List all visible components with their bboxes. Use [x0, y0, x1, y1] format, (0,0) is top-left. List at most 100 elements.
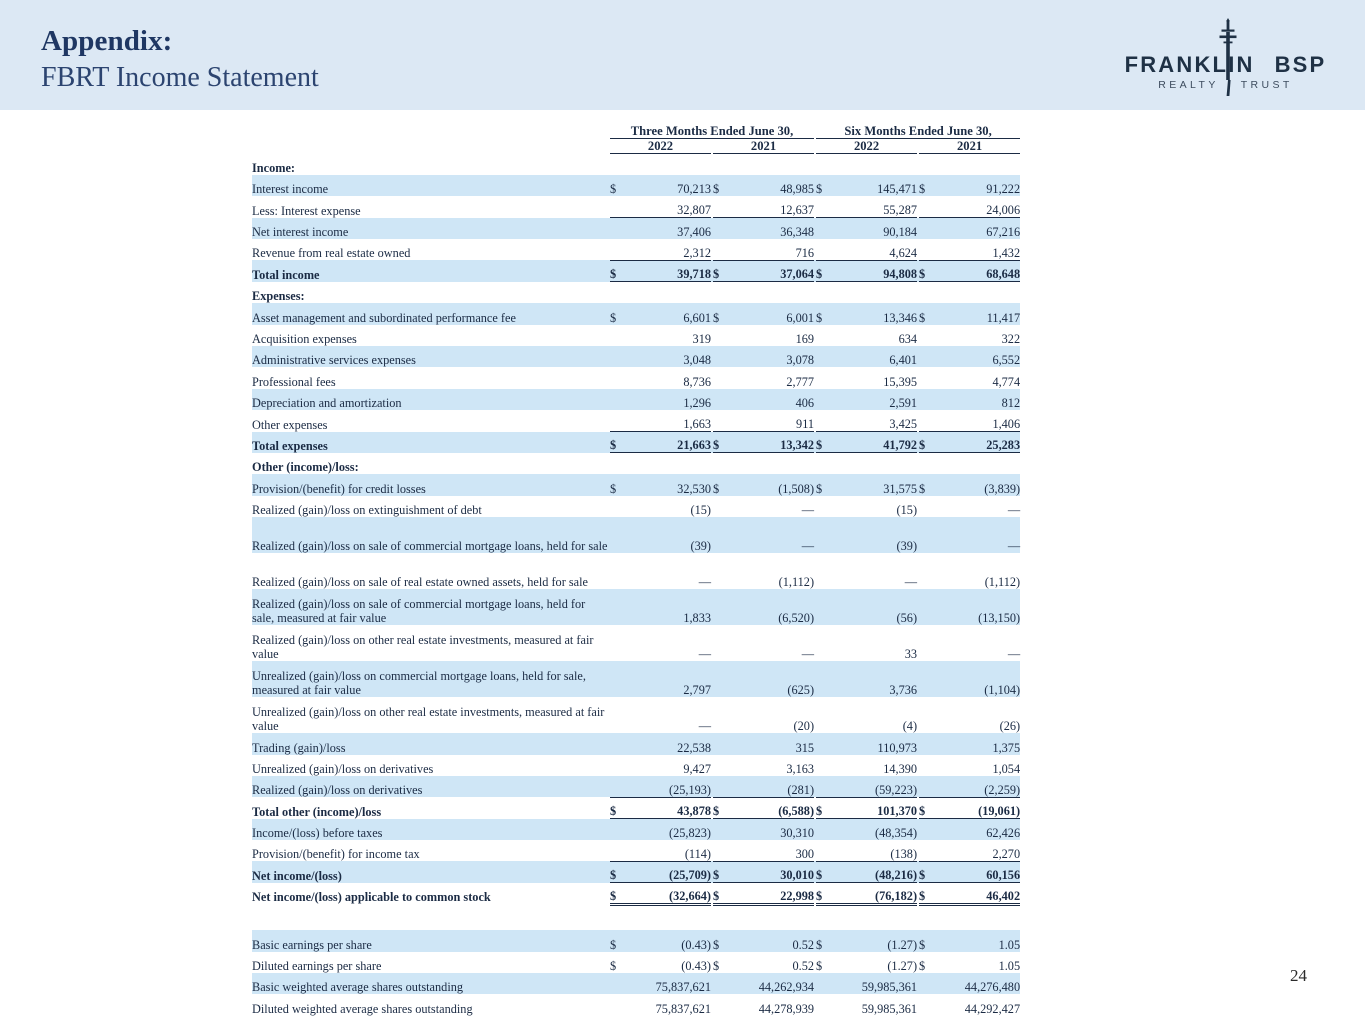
- row-currency-symbol-0: [610, 755, 626, 776]
- row-value-3: 44,276,480: [935, 973, 1021, 995]
- row-currency-symbol-2: [816, 994, 832, 1015]
- row-gap-2: [917, 589, 920, 626]
- row-gap-2: [917, 431, 920, 453]
- section-heading-pad-10: [919, 453, 935, 474]
- logo-wordmark-right: BSP: [1274, 52, 1327, 77]
- row-value-2: 3,425: [832, 410, 918, 433]
- row-currency-symbol-0: $: [610, 796, 626, 820]
- row-gap-1: [814, 775, 817, 798]
- table-row: Unrealized (gain)/loss on derivatives 9,4…: [252, 755, 1020, 776]
- row-label: Interest income: [252, 174, 610, 197]
- row-label: Total income: [252, 260, 610, 282]
- table-row: Unrealized (gain)/loss on commercial mor…: [252, 661, 1021, 698]
- section-heading-pad-8: [832, 154, 917, 175]
- row-gap-1: [814, 930, 817, 952]
- year-header-row: 2022 2021 2022 2021: [252, 138, 1021, 154]
- row-currency-symbol-3: $: [919, 860, 936, 884]
- page-title-line1: Appendix:: [41, 25, 173, 57]
- row-value-1: (281): [729, 775, 815, 798]
- row-currency-symbol-0: [610, 325, 626, 346]
- row-currency-symbol-1: $: [713, 796, 729, 820]
- row-currency-symbol-0: $: [610, 860, 626, 884]
- row-value-0: 1,663: [626, 410, 711, 433]
- row-gap-0: [711, 818, 713, 841]
- row-gap-0: [711, 303, 713, 325]
- row-value-2: (48,216): [832, 860, 918, 884]
- row-gap-2: [917, 260, 920, 282]
- row-value-3: 1,375: [935, 733, 1021, 755]
- table-row: Revenue from real estate owned 2,312 716 4,…: [252, 239, 1021, 261]
- row-value-1: 0.52: [729, 930, 815, 952]
- row-value-2: 110,973: [832, 733, 918, 755]
- row-currency-symbol-2: [816, 973, 833, 995]
- column-group-label-1: Six Months Ended June 30,: [816, 124, 1021, 139]
- row-currency-symbol-3: [919, 517, 936, 554]
- row-currency-symbol-3: [919, 217, 936, 240]
- row-currency-symbol-1: [713, 217, 729, 240]
- section-heading-pad-8: [832, 453, 917, 474]
- row-value-2: (39): [832, 517, 918, 554]
- row-label: Administrative services expenses: [252, 346, 610, 368]
- row-value-1: 911: [729, 410, 815, 433]
- row-value-3: 2,270: [935, 840, 1021, 862]
- row-label: Unrealized (gain)/loss on derivatives: [252, 761, 434, 776]
- section-heading-pad-10: [919, 282, 935, 303]
- row-value-3: —: [935, 517, 1021, 554]
- row-currency-symbol-2: [816, 217, 833, 240]
- table-row: Income/(loss) before taxes (25,823) 30,310…: [252, 818, 1021, 841]
- row-currency-symbol-3: $: [919, 303, 936, 325]
- row-currency-symbol-2: [816, 346, 833, 368]
- row-label: Total other (income)/loss: [252, 804, 382, 819]
- row-value-1: 0.52: [792, 959, 815, 974]
- row-value-3: (13,150): [935, 589, 1021, 626]
- row-value-2: (76,182): [832, 882, 918, 906]
- row-value-0: 319: [692, 332, 711, 347]
- logo-wordmark: FRANKLIN BSP: [1108, 52, 1343, 78]
- row-value-1: 6,001: [729, 303, 815, 325]
- row-label: Income/(loss) before taxes: [252, 818, 610, 841]
- section-heading-pad-4: [713, 453, 729, 474]
- row-gap-1: [814, 517, 817, 554]
- row-value-2: 31,575: [832, 474, 918, 496]
- section-heading-row: Other (income)/loss:: [252, 453, 1020, 474]
- row-currency-symbol-1: [713, 840, 729, 862]
- row-value-0: (25,823): [626, 818, 711, 841]
- row-currency-symbol-2: $: [816, 882, 833, 906]
- row-value-2: 59,985,361: [861, 1001, 918, 1016]
- row-gap-1: [814, 346, 817, 368]
- row-value-2: 41,792: [832, 431, 918, 454]
- row-value-0: 22,538: [626, 733, 711, 755]
- row-value-3: 67,216: [935, 217, 1021, 240]
- row-currency-symbol-3: [919, 346, 936, 368]
- row-currency-symbol-2: $: [816, 860, 833, 884]
- row-currency-symbol-3: [919, 367, 935, 388]
- row-currency-symbol-0: [610, 239, 626, 261]
- row-value-3: (1,104): [935, 661, 1021, 698]
- row-value-3: (2,259): [935, 775, 1021, 798]
- row-value-0: 2,312: [626, 239, 711, 261]
- row-value-2: 3,736: [832, 661, 918, 698]
- table-row: Diluted earnings per share $ (0.43) $0.52 $(…: [252, 952, 1020, 973]
- row-currency-symbol-0: $: [610, 474, 626, 496]
- table-row: Diluted weighted average shares outstand…: [252, 994, 1020, 1016]
- section-heading-pad-1: [610, 154, 626, 175]
- row-currency-symbol-1: $: [713, 174, 729, 197]
- row-value-0: 75,837,621: [655, 1001, 711, 1016]
- row-label: Professional fees: [252, 374, 336, 389]
- row-gap-2: [917, 775, 920, 798]
- row-currency-symbol-3: [919, 840, 936, 862]
- row-gap-0: [711, 775, 713, 798]
- row-currency-symbol-2: $: [816, 930, 833, 952]
- row-label: Diluted earnings per share: [252, 959, 382, 974]
- row-gap-0: [711, 388, 713, 411]
- row-value-2: 55,287: [832, 196, 918, 219]
- row-value-3: —: [1007, 503, 1021, 518]
- row-value-0: (25,193): [626, 775, 711, 798]
- row-value-2: 13,346: [832, 303, 918, 325]
- row-currency-symbol-3: $: [919, 959, 926, 974]
- row-currency-symbol-0: [610, 661, 626, 698]
- row-value-3: 62,426: [935, 818, 1021, 841]
- row-currency-symbol-0: [610, 818, 626, 841]
- row-gap-2: [917, 861, 920, 883]
- row-gap-2: [917, 217, 920, 240]
